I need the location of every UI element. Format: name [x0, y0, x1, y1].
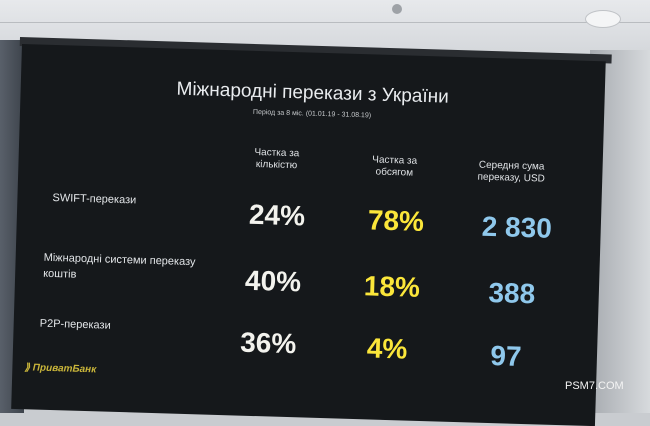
privatbank-logo: ⟫ ПриватБанк [24, 362, 96, 375]
column-header-count-share: Частка за кількістю [254, 146, 300, 172]
row-mts-avg-amount: 388 [488, 276, 536, 310]
row-label-money-transfer-systems: Міжнародні системи переказу коштів [43, 251, 196, 281]
projection-screen: Міжнародні перекази з України Період за … [11, 44, 606, 426]
row-swift-avg-amount: 2 830 [481, 210, 553, 244]
ceiling-sprinkler [392, 4, 402, 14]
logo-text: ПриватБанк [32, 362, 97, 376]
row-p2p-avg-amount: 97 [489, 340, 522, 372]
ceiling-light [585, 10, 621, 28]
row-mts-count-share: 40% [244, 264, 302, 298]
row-p2p-count-share: 36% [239, 326, 297, 360]
watermark: PSM7.COM [565, 380, 624, 392]
row-label-swift: SWIFT-перекази [52, 191, 137, 207]
row-mts-volume-share: 18% [363, 270, 421, 303]
column-header-avg-amount: Середня сума переказу, USD [477, 159, 546, 185]
ceiling-panel-line [0, 22, 650, 23]
row-p2p-volume-share: 4% [366, 332, 408, 365]
row-label-p2p: P2P-перекази [39, 317, 111, 332]
logo-mark-icon: ⟫ [24, 362, 31, 374]
column-header-volume-share: Частка за обсягом [372, 154, 418, 179]
row-swift-count-share: 24% [248, 198, 306, 232]
row-swift-volume-share: 78% [367, 204, 425, 237]
